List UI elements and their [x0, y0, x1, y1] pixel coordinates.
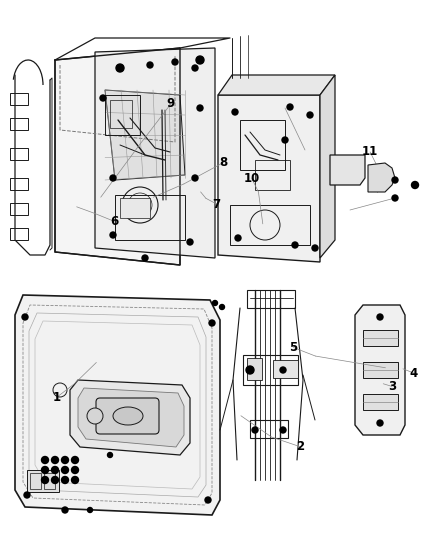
Circle shape [219, 304, 225, 310]
Circle shape [110, 175, 116, 181]
Bar [10, 93, 28, 105]
Circle shape [187, 239, 193, 245]
Circle shape [209, 320, 215, 326]
Circle shape [252, 427, 258, 433]
Bar [363, 394, 398, 410]
Circle shape [192, 175, 198, 181]
Text: 4: 4 [410, 367, 418, 379]
Bar [255, 160, 290, 190]
Circle shape [22, 314, 28, 320]
Bar [363, 330, 398, 346]
Circle shape [280, 367, 286, 373]
Text: 1: 1 [53, 391, 61, 403]
Circle shape [392, 195, 398, 201]
Circle shape [142, 255, 148, 261]
Bar [27, 470, 59, 492]
Circle shape [42, 477, 49, 483]
Polygon shape [78, 388, 184, 447]
Polygon shape [368, 163, 395, 192]
Circle shape [88, 507, 92, 513]
Circle shape [147, 62, 153, 68]
Ellipse shape [113, 407, 143, 425]
Circle shape [392, 177, 398, 183]
Bar [110, 100, 132, 128]
Bar [363, 362, 398, 378]
Text: 11: 11 [362, 146, 378, 158]
Polygon shape [320, 75, 335, 258]
Circle shape [172, 59, 178, 65]
Circle shape [62, 507, 68, 513]
Circle shape [71, 466, 78, 473]
Circle shape [246, 366, 254, 374]
Circle shape [52, 466, 59, 473]
Polygon shape [95, 48, 215, 258]
Bar [10, 228, 28, 240]
Circle shape [192, 65, 198, 71]
Bar [10, 148, 28, 160]
Bar [10, 178, 28, 190]
Circle shape [287, 104, 293, 110]
Circle shape [42, 456, 49, 464]
Bar [10, 118, 28, 130]
Circle shape [24, 492, 30, 498]
Bar [240, 120, 285, 170]
Circle shape [197, 105, 203, 111]
Bar [115, 195, 185, 240]
Bar [44, 473, 55, 489]
Bar [10, 203, 28, 215]
Bar [30, 473, 41, 489]
Circle shape [312, 245, 318, 251]
Text: 7: 7 [213, 198, 221, 211]
Polygon shape [70, 380, 190, 455]
Polygon shape [330, 155, 365, 185]
Circle shape [205, 497, 211, 503]
Polygon shape [105, 90, 185, 180]
Bar [273, 360, 298, 378]
Polygon shape [55, 48, 180, 265]
Circle shape [116, 64, 124, 72]
Bar [247, 290, 295, 308]
Polygon shape [218, 95, 320, 262]
FancyBboxPatch shape [96, 398, 159, 434]
Text: 9: 9 [167, 98, 175, 110]
Circle shape [61, 477, 68, 483]
Circle shape [100, 95, 106, 101]
Bar [230, 205, 310, 245]
Circle shape [377, 420, 383, 426]
Bar [120, 198, 150, 218]
Circle shape [107, 453, 113, 457]
Circle shape [71, 456, 78, 464]
Bar [243, 355, 298, 385]
Circle shape [110, 232, 116, 238]
Polygon shape [355, 305, 405, 435]
Circle shape [61, 456, 68, 464]
Text: 8: 8 [219, 156, 227, 169]
Bar [105, 95, 140, 135]
Circle shape [71, 477, 78, 483]
Circle shape [87, 408, 103, 424]
Text: 10: 10 [244, 172, 260, 185]
Circle shape [212, 301, 218, 305]
Circle shape [52, 456, 59, 464]
Bar [247, 358, 262, 380]
Text: 3: 3 [388, 380, 396, 393]
Text: 5: 5 [290, 341, 297, 354]
Circle shape [282, 137, 288, 143]
Circle shape [307, 112, 313, 118]
Circle shape [52, 477, 59, 483]
Text: 2: 2 [296, 440, 304, 453]
Bar [250, 420, 288, 438]
Circle shape [196, 56, 204, 64]
Circle shape [280, 427, 286, 433]
Circle shape [292, 242, 298, 248]
Circle shape [232, 109, 238, 115]
Polygon shape [218, 75, 335, 95]
Polygon shape [15, 295, 220, 515]
Text: 6: 6 [110, 215, 118, 228]
Circle shape [377, 314, 383, 320]
Circle shape [411, 182, 418, 189]
Circle shape [235, 235, 241, 241]
Circle shape [42, 466, 49, 473]
Circle shape [61, 466, 68, 473]
